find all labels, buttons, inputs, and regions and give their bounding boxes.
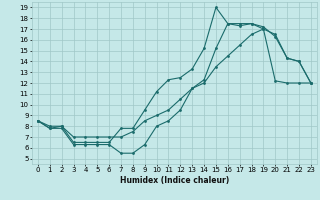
X-axis label: Humidex (Indice chaleur): Humidex (Indice chaleur) xyxy=(120,176,229,185)
